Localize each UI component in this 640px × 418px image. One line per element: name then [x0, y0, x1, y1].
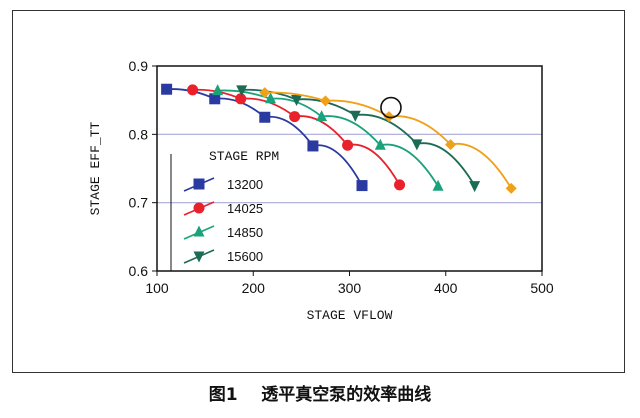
efficiency-chart: 100 200 300 400 500 0.6 0.7 0.8 0.9 STAGE RPM 132… — [88, 58, 554, 323]
x-tick-label: 100 — [145, 280, 169, 296]
highlight-circle — [380, 96, 402, 119]
legend-entry-13200: 13200 — [183, 177, 263, 192]
series-13200 — [161, 83, 368, 192]
y-tick-label: 0.7 — [129, 195, 149, 211]
legend-entry-15600: 15600 — [183, 249, 263, 264]
grid — [157, 133, 542, 204]
legend-marker — [193, 251, 205, 263]
legend-entry-14850: 14850 — [183, 225, 263, 240]
data-point — [235, 93, 247, 105]
legend-marker — [193, 178, 205, 190]
x-axis-label: STAGE VFLOW — [307, 308, 393, 323]
legend-label: 13200 — [227, 177, 263, 192]
data-point — [505, 182, 517, 194]
data-point — [342, 139, 354, 151]
legend-label: 14025 — [227, 201, 263, 216]
data-point — [187, 84, 199, 96]
y-axis-label: STAGE EFF_TT — [88, 121, 103, 215]
data-point — [209, 93, 221, 105]
legend-title: STAGE RPM — [209, 149, 279, 164]
annotations — [380, 96, 402, 119]
legend-label: 15600 — [227, 249, 263, 264]
data-point — [259, 87, 271, 99]
data-point — [394, 179, 406, 191]
data-point — [289, 111, 301, 123]
series-group — [161, 83, 517, 194]
figure-frame — [12, 10, 625, 373]
data-point — [316, 110, 328, 122]
legend-marker — [193, 202, 205, 214]
data-point — [319, 95, 331, 107]
x-tick-label: 500 — [530, 280, 554, 296]
legend-label: 14850 — [227, 225, 263, 240]
legend-entry-14025: 14025 — [183, 201, 263, 216]
legend-marker — [193, 225, 205, 237]
series-14025 — [187, 84, 406, 191]
series-14850 — [212, 84, 444, 191]
figure-caption: 图1 透平真空泵的效率曲线 — [208, 385, 432, 405]
y-tick-label: 0.6 — [129, 263, 149, 279]
y-tick-label: 0.9 — [129, 58, 149, 74]
data-point — [374, 138, 386, 150]
data-point — [161, 83, 173, 95]
x-tick-label: 300 — [338, 280, 362, 296]
data-point — [307, 140, 319, 152]
data-point — [432, 179, 444, 191]
legend: STAGE RPM 13200 14025 14850 15600 — [170, 149, 279, 271]
data-point — [411, 139, 423, 151]
x-tick-label: 400 — [434, 280, 458, 296]
data-point — [469, 181, 481, 193]
data-point — [356, 180, 368, 192]
data-point — [265, 92, 277, 104]
data-point — [291, 94, 303, 106]
axis-ticks: 100 200 300 400 500 0.6 0.7 0.8 0.9 — [129, 58, 554, 296]
series-line — [264, 91, 512, 189]
data-point — [236, 85, 248, 97]
data-point — [349, 110, 361, 122]
x-tick-label: 200 — [242, 280, 266, 296]
series-line — [217, 89, 439, 187]
data-point — [259, 111, 271, 123]
data-point — [445, 139, 457, 151]
series-15600 — [236, 85, 481, 193]
y-tick-label: 0.8 — [129, 126, 149, 142]
data-point — [212, 84, 224, 96]
